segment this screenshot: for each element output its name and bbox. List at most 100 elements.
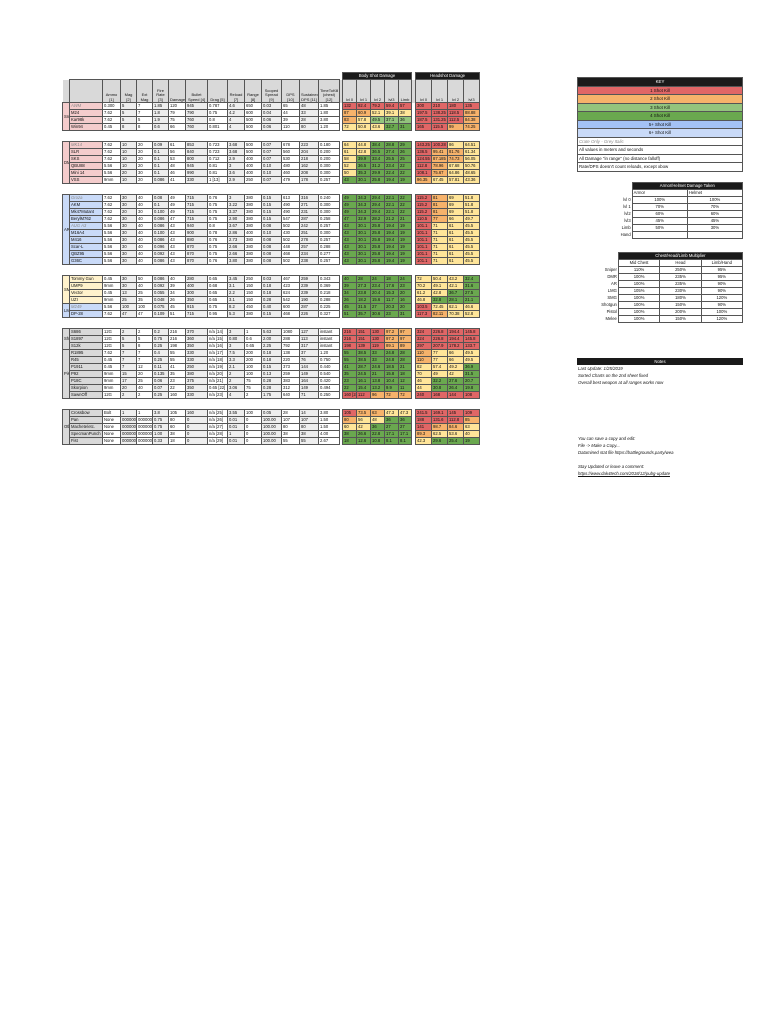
stat-cell: None (102, 423, 121, 431)
stat-cell: 0.65 (207, 289, 228, 297)
body-damage-cell: 112 (356, 391, 371, 399)
stat-cell: 945 (185, 102, 208, 110)
stat-cell: 23 (168, 377, 186, 385)
body-damage-cell: 34.3 (356, 201, 371, 209)
stat-cell: 40 (136, 201, 153, 209)
stat-cell: 0.75 (207, 208, 228, 216)
stat-cell: 2.9 (227, 176, 245, 184)
head-damage-cell: 141 (415, 423, 433, 431)
stat-cell: 39 (168, 282, 186, 290)
stat-cell: 0.65 (244, 342, 262, 350)
stat-cell: 9mm (102, 377, 121, 385)
head-damage-cell: 45.5 (463, 243, 481, 251)
stat-cell: 55 (281, 437, 300, 445)
body-damage-cell: 36.5 (356, 162, 371, 170)
body-damage-cell: 43 (342, 243, 357, 251)
stat-cell: 20 (136, 155, 153, 163)
stat-cell: 190 (299, 296, 319, 304)
stat-cell: 1 (136, 409, 153, 417)
stat-cell: 40 (136, 243, 153, 251)
stat-cell: 5.3 (227, 310, 245, 318)
mult-cell: 100% (700, 308, 744, 316)
body-damage-cell: 15.6 (370, 296, 385, 304)
stat-cell: 800 (185, 155, 208, 163)
head-damage-cell: 81 (431, 208, 449, 216)
stat-cell: 0.45 (102, 123, 121, 131)
weapon-name: S1897 (69, 335, 103, 343)
head-damage-cell: 226.8 (431, 328, 449, 336)
stat-cell: 0.95 (207, 310, 228, 318)
stat-cell: 40 (136, 384, 153, 392)
body-damage-cell: 13.2 (370, 384, 385, 392)
body-damage-cell: 23.4 (384, 162, 399, 170)
stat-cell: 164 (299, 377, 319, 385)
update-link[interactable]: https://www.dak4tech.com/2018/12/pubg-up… (578, 471, 670, 476)
col-header: lvl 2 (447, 79, 465, 103)
category-label: Shotgun (62, 328, 70, 350)
head-damage-cell: 51.8 (463, 208, 481, 216)
stat-cell: 940 (185, 222, 208, 230)
stat-cell: 0.11 (152, 363, 169, 371)
body-damage-cell: 40 (342, 275, 357, 283)
body-damage-cell: 20.3 (384, 303, 399, 311)
head-damage-cell: 52.8 (463, 310, 481, 318)
weapon-name: QBU88 (69, 162, 103, 170)
stat-cell: 3 (227, 162, 245, 170)
stat-cell: 0.1 (152, 201, 169, 209)
stat-cell: 990 (185, 169, 208, 177)
head-damage-cell: 101.1 (415, 250, 433, 258)
stat-cell: 38 (281, 430, 300, 438)
mult-cell: 235% (659, 280, 702, 288)
stat-cell: 30 (136, 208, 153, 216)
head-damage-cell: 300 (415, 102, 433, 110)
stat-cell: 13 (120, 289, 137, 297)
stat-cell: 380 (244, 236, 262, 244)
stat-cell: 43 (168, 250, 186, 258)
stat-cell: 149 (299, 370, 319, 378)
body-damage-cell: 8.1 (397, 437, 413, 445)
stat-cell: 3.1 (227, 296, 245, 304)
body-damage-cell: 38.5 (356, 356, 371, 364)
body-damage-cell: 96 (370, 391, 385, 399)
stat-cell: 0.787 (207, 102, 228, 110)
stat-cell: 9mm (102, 296, 121, 304)
head-damage-cell: 240 (415, 391, 433, 399)
stat-cell: 400 (244, 155, 262, 163)
body-damage-cell: 31.5 (356, 303, 371, 311)
stat-cell: 0.135 (152, 370, 169, 378)
stat-cell: 468 (281, 310, 300, 318)
head-damage-cell: 210 (431, 102, 449, 110)
stat-cell: 200 (244, 349, 262, 357)
stat-cell: 0.250 (318, 391, 340, 399)
mult-cell: 95% (700, 266, 744, 274)
body-damage-cell: 25.5 (384, 155, 399, 163)
stat-cell: 500 (244, 141, 262, 149)
stat-cell: 120 (168, 102, 186, 110)
stat-cell: 0 (244, 437, 262, 445)
mult-cell: 105% (617, 287, 661, 295)
stat-cell: 330 (185, 391, 208, 399)
stat-cell: 75 (168, 116, 186, 124)
armor-col-header: Helmet (686, 189, 744, 197)
head-damage-cell: 45.5 (463, 250, 481, 258)
stat-cell: instant (318, 342, 340, 350)
stat-cell: 208 (299, 169, 319, 177)
stat-cell: 1.80 (318, 109, 340, 117)
note-line: Sorted Charts on the 2nd sheet fixed (578, 373, 648, 378)
body-damage-cell: 83 (342, 116, 357, 124)
weapon-row: SniperAWM0.300571.851209450.7874.66500.0… (62, 102, 481, 131)
body-damage-cell: 25 (397, 155, 413, 163)
mult-cell: 100% (617, 273, 661, 281)
weapon-row: Scar-L 5.56 30 40 0.096 43 870 0.75 2.66 380 0.08 4… (63, 243, 481, 251)
head-damage-cell: 324 (415, 335, 433, 343)
weapon-name: VSS (69, 176, 103, 184)
note-line (577, 386, 743, 393)
head-damage-cell: 143.25 (415, 141, 433, 149)
body-damage-cell: 43 (342, 250, 357, 258)
stat-cell: 30 (136, 169, 153, 177)
body-damage-cell: 80 (342, 416, 357, 424)
stat-cell: 8 (136, 342, 153, 350)
armor-cell: 30% (686, 224, 744, 232)
body-damage-cell: 42 (356, 423, 371, 431)
body-damage-cell: 9.9 (384, 384, 399, 392)
